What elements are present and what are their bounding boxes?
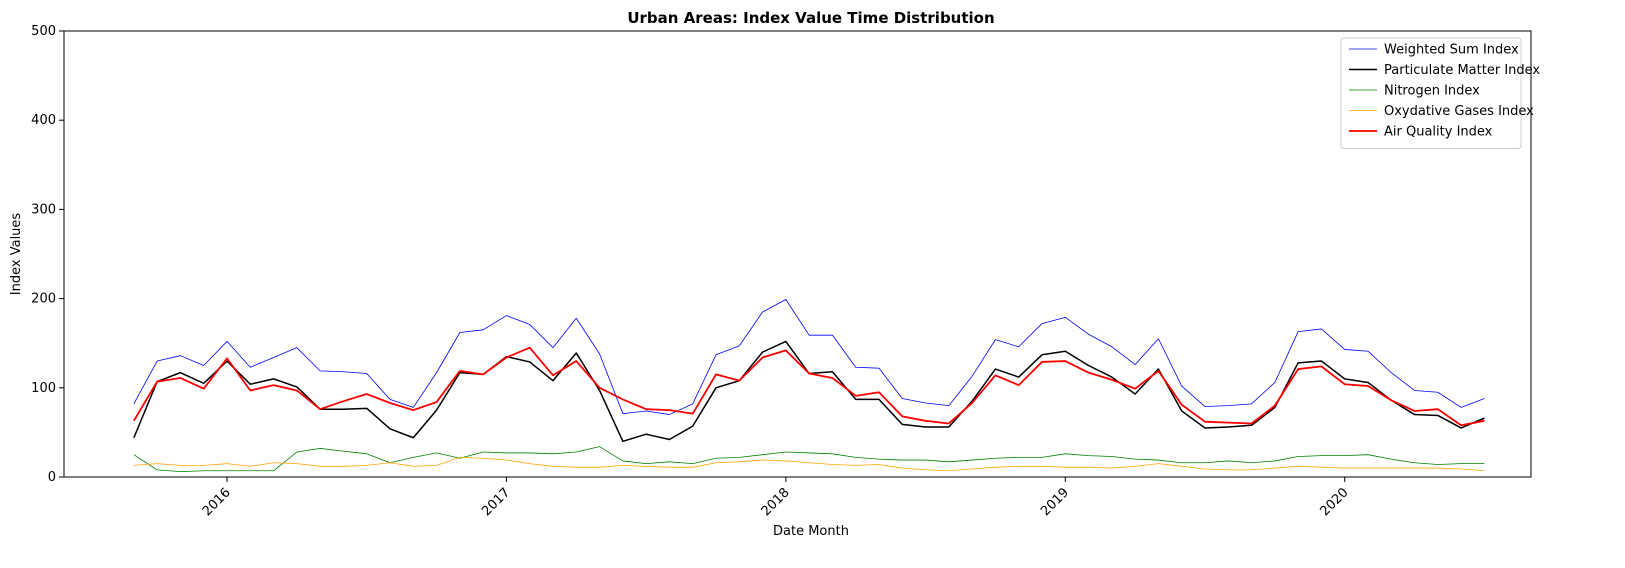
y-tick-label: 200 (31, 292, 56, 307)
y-tick-label: 400 (31, 113, 56, 128)
chart-title: Urban Areas: Index Value Time Distributi… (627, 9, 994, 27)
legend-frame (1340, 37, 1522, 149)
series-line (133, 346, 1485, 427)
series-line (133, 340, 1485, 443)
y-tick-label: 100 (31, 381, 56, 396)
x-tick-label: 2019 (1038, 485, 1072, 519)
plot-frame (63, 30, 1532, 478)
series-line (133, 456, 1485, 472)
x-tick-label: 2020 (1318, 485, 1352, 519)
x-tick-label: 2017 (479, 485, 513, 519)
legend-label: Nitrogen Index (1384, 84, 1480, 99)
y-axis-label: Index Values (9, 213, 24, 296)
y-tick-label: 500 (31, 24, 56, 39)
y-tick-label: 300 (31, 202, 56, 217)
legend-label: Weighted Sum Index (1384, 43, 1519, 58)
series-line (133, 299, 1485, 415)
x-tick-label: 2018 (759, 485, 793, 519)
legend-label: Oxydative Gases Index (1384, 104, 1534, 119)
legend-label: Particulate Matter Index (1384, 63, 1540, 78)
legend-label: Air Quality Index (1384, 125, 1493, 140)
series-line (133, 446, 1485, 473)
x-axis-label: Date Month (773, 524, 849, 539)
y-tick-label: 0 (48, 470, 56, 485)
x-tick-label: 2016 (200, 485, 234, 519)
